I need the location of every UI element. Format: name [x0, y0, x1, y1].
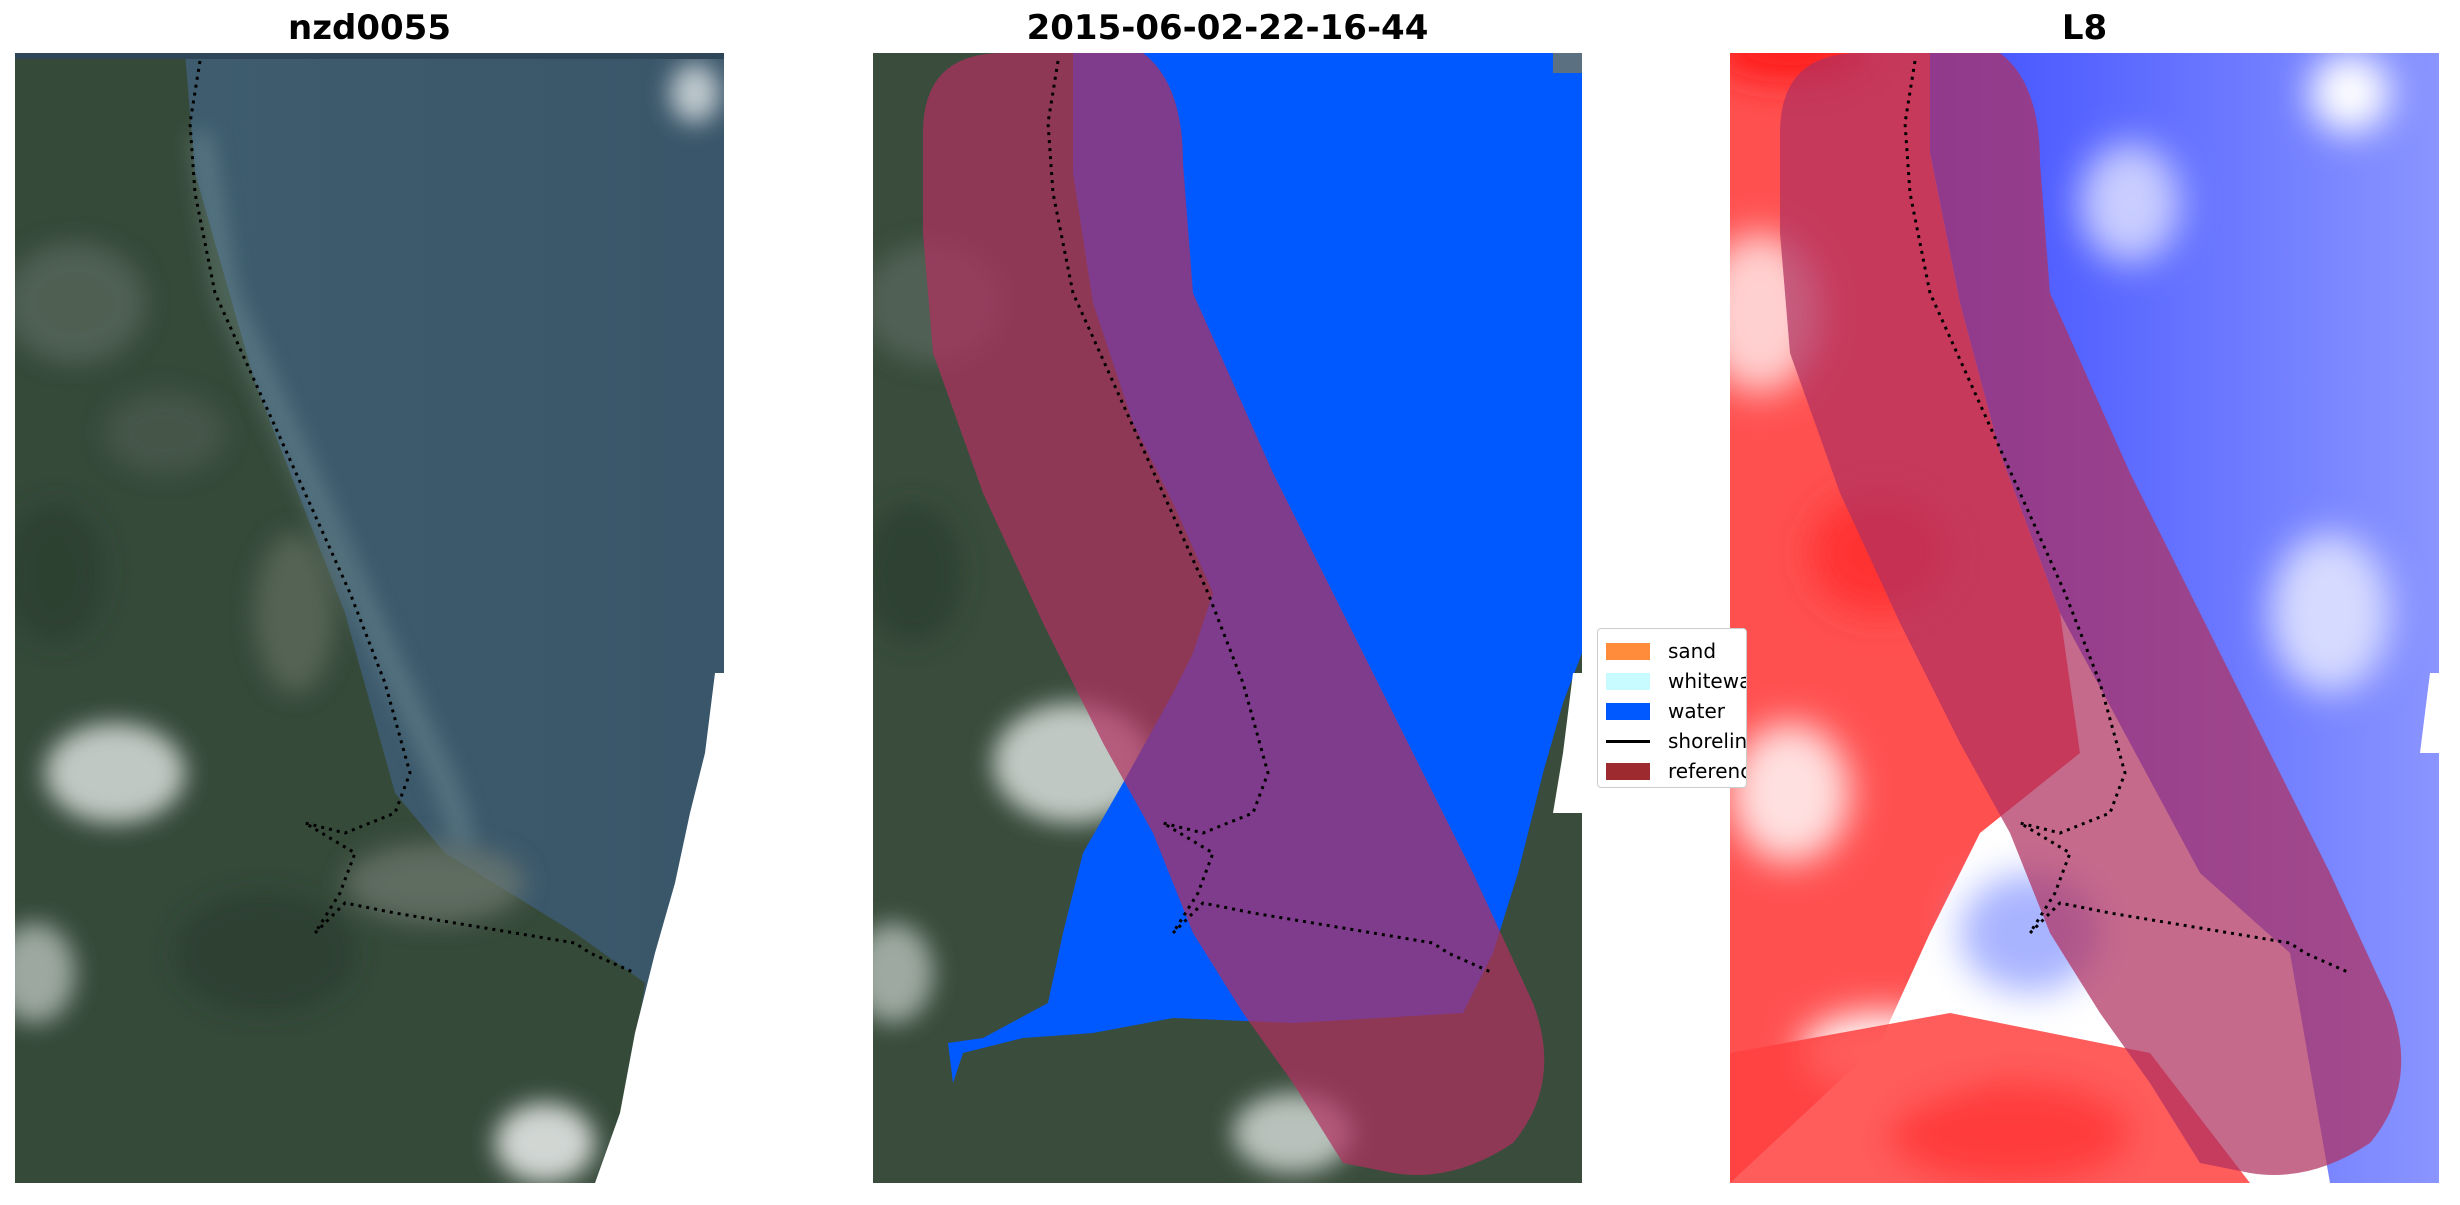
- panel-title-classified: 2015-06-02-22-16-44: [1026, 8, 1429, 48]
- classified-image: [873, 53, 1582, 1183]
- legend-item-whitewater: whitewater: [1606, 667, 1746, 693]
- shoreline-dotted: [188, 60, 636, 975]
- panel-title-rgb: nzd0055: [288, 8, 451, 48]
- land-texture: [15, 63, 720, 1183]
- index-image: [1730, 53, 2439, 1183]
- shoreline-dotted: [1046, 60, 1494, 975]
- whitewater-swatch: [1606, 673, 1650, 690]
- rgb-satellite-image: [15, 53, 724, 1183]
- reference-shoreline-buffer: [923, 53, 1545, 1175]
- legend-item-water: water: [1606, 697, 1746, 723]
- shoreline-line-swatch: [1606, 740, 1650, 743]
- legend-label: reference shoreline buffer: [1668, 759, 1746, 783]
- legend-item-shoreline: shoreline: [1606, 727, 1747, 753]
- legend-item-sand: sand: [1606, 637, 1746, 663]
- reference-shoreline-buffer: [1780, 53, 2402, 1175]
- legend-label: sand: [1668, 639, 1717, 663]
- water-swatch: [1606, 703, 1650, 720]
- legend-label: water: [1668, 699, 1725, 723]
- legend-item-reference-buffer: reference shoreline buffer: [1606, 757, 1746, 783]
- legend: sand whitewater water shoreline referenc…: [1597, 628, 1747, 788]
- buffer-swatch: [1606, 763, 1650, 780]
- legend-label: whitewater: [1668, 669, 1746, 693]
- legend-label: shoreline: [1668, 729, 1747, 753]
- panel-title-index: L8: [2061, 8, 2108, 48]
- no-data-area: [595, 673, 724, 1183]
- sand-swatch: [1606, 643, 1650, 660]
- shoreline-dotted: [1903, 60, 2351, 975]
